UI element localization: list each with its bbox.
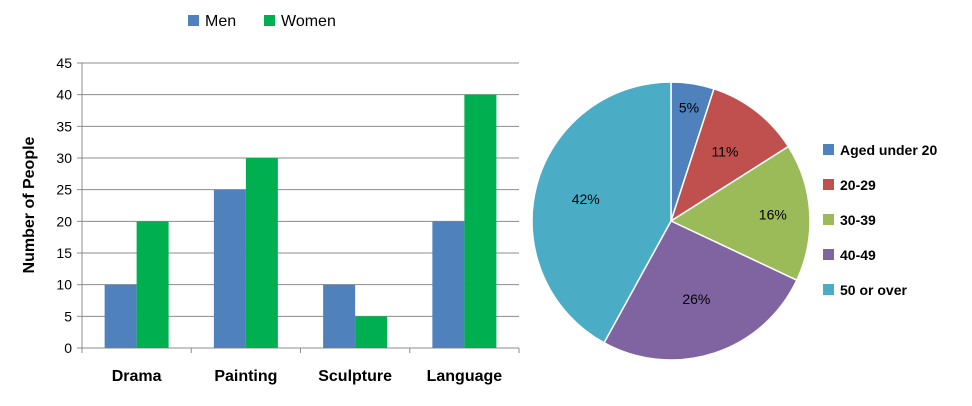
legend-swatch-50-or-over xyxy=(823,284,834,295)
bar-women-language xyxy=(464,94,497,349)
y-tick-label: 15 xyxy=(56,245,72,261)
y-tick-label: 40 xyxy=(56,87,72,103)
y-tick-label: 35 xyxy=(56,118,72,134)
pie-data-label: 42% xyxy=(572,191,600,207)
bar-legend: Men Women xyxy=(188,13,336,30)
bar-chart: 0 5 10 15 20 25 30 35 40 45 Drama Painting Sculptur… xyxy=(21,13,520,385)
bar-men-sculpture xyxy=(323,284,356,348)
y-tick-label: 25 xyxy=(56,182,72,198)
pie-data-labels: 5% 11% 16% 26% 42% xyxy=(572,99,787,307)
pie-slice-50-or-over xyxy=(531,81,672,344)
bar-women-painting xyxy=(245,158,278,348)
pie-data-label: 16% xyxy=(759,207,787,223)
legend-label-40-49: 40-49 xyxy=(840,247,876,263)
bar-y-axis-label: Number of People xyxy=(21,136,38,273)
legend-label-30-39: 30-39 xyxy=(840,212,876,228)
pie-chart: 5% 11% 16% 26% 42% Aged under 20 20-29 30-39 40… xyxy=(531,81,937,361)
y-tick-label: 0 xyxy=(64,340,72,356)
legend-swatch-30-39 xyxy=(823,214,834,225)
y-tick-label: 5 xyxy=(64,308,72,324)
y-tick-label: 45 xyxy=(56,55,72,71)
legend-swatch-women xyxy=(264,15,275,26)
y-tick-label: 10 xyxy=(56,277,72,293)
bar-x-tick-labels: Drama Painting Sculpture Language xyxy=(112,368,503,385)
legend-swatch-aged-under-20 xyxy=(823,144,834,155)
bar-men-language xyxy=(432,221,465,348)
x-tick-label: Painting xyxy=(214,368,277,385)
pie-slices xyxy=(531,81,811,361)
bar-y-tick-labels: 0 5 10 15 20 25 30 35 40 45 xyxy=(56,55,72,356)
pie-slice-30-39 xyxy=(669,145,811,282)
legend-label-20-29: 20-29 xyxy=(840,177,876,193)
bar-men-drama xyxy=(104,284,137,348)
bar-marks xyxy=(104,94,497,349)
legend-label-aged-under-20: Aged under 20 xyxy=(840,142,937,158)
legend-swatch-40-49 xyxy=(823,249,834,260)
x-tick-label: Drama xyxy=(112,368,162,385)
bar-men-painting xyxy=(213,189,246,348)
y-tick-label: 30 xyxy=(56,150,72,166)
pie-data-label: 26% xyxy=(682,291,710,307)
legend-label-50-or-over: 50 or over xyxy=(840,282,907,298)
pie-slice-20-29 xyxy=(669,87,790,223)
bar-women-drama xyxy=(136,221,169,348)
legend-label-men: Men xyxy=(205,13,236,30)
y-tick-label: 20 xyxy=(56,213,72,229)
pie-data-label: 5% xyxy=(679,99,699,115)
x-tick-label: Sculpture xyxy=(318,368,392,385)
legend-swatch-20-29 xyxy=(823,179,834,190)
pie-data-label: 11% xyxy=(711,143,738,159)
bar-women-sculpture xyxy=(355,316,388,348)
legend-label-women: Women xyxy=(281,13,336,30)
pie-legend: Aged under 20 20-29 30-39 40-49 50 or over xyxy=(823,142,937,298)
legend-swatch-men xyxy=(188,15,199,26)
x-tick-label: Language xyxy=(427,368,503,385)
